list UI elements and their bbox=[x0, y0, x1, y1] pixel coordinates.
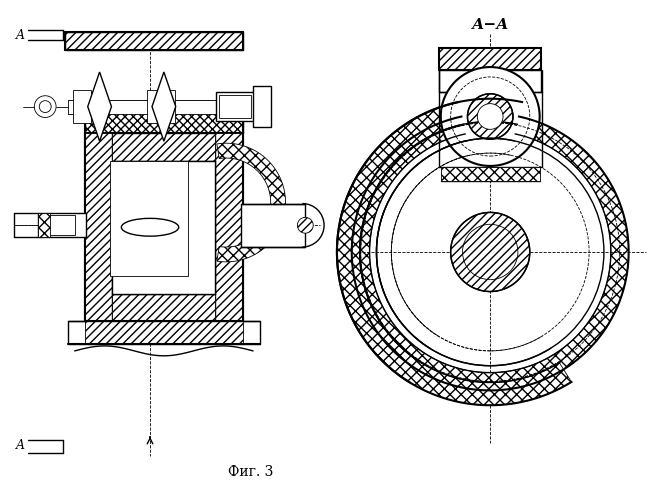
Circle shape bbox=[297, 218, 313, 233]
Bar bbox=[38, 214, 86, 237]
Bar bbox=[441, 167, 539, 181]
Text: А−А: А−А bbox=[471, 18, 509, 32]
Bar bbox=[65, 32, 243, 50]
Polygon shape bbox=[152, 72, 176, 141]
Circle shape bbox=[451, 212, 529, 292]
Polygon shape bbox=[217, 143, 286, 262]
Bar bbox=[439, 70, 541, 92]
Bar bbox=[241, 204, 305, 247]
Bar bbox=[112, 294, 215, 321]
Polygon shape bbox=[88, 72, 112, 141]
Bar bbox=[73, 90, 91, 124]
Text: A: A bbox=[16, 440, 25, 452]
Circle shape bbox=[467, 94, 513, 139]
Bar bbox=[68, 100, 266, 114]
Polygon shape bbox=[337, 102, 571, 405]
Bar bbox=[85, 112, 243, 134]
Ellipse shape bbox=[122, 218, 178, 236]
Circle shape bbox=[477, 104, 503, 130]
Bar bbox=[216, 92, 254, 122]
Bar bbox=[38, 214, 50, 237]
Bar bbox=[68, 321, 260, 344]
Bar bbox=[439, 48, 541, 70]
Circle shape bbox=[451, 77, 529, 156]
Bar bbox=[219, 94, 251, 118]
Circle shape bbox=[441, 67, 539, 166]
Bar bbox=[215, 134, 243, 321]
Bar bbox=[85, 321, 243, 344]
Bar bbox=[45, 216, 75, 235]
Bar bbox=[147, 90, 175, 124]
Bar bbox=[85, 134, 243, 321]
Text: Фиг. 3: Фиг. 3 bbox=[228, 466, 274, 479]
Bar bbox=[253, 86, 270, 128]
Text: A: A bbox=[16, 29, 25, 42]
Bar bbox=[110, 161, 188, 276]
Bar bbox=[85, 134, 112, 321]
Bar bbox=[112, 134, 215, 161]
Bar bbox=[112, 161, 215, 294]
Polygon shape bbox=[352, 116, 629, 390]
Polygon shape bbox=[337, 98, 522, 382]
